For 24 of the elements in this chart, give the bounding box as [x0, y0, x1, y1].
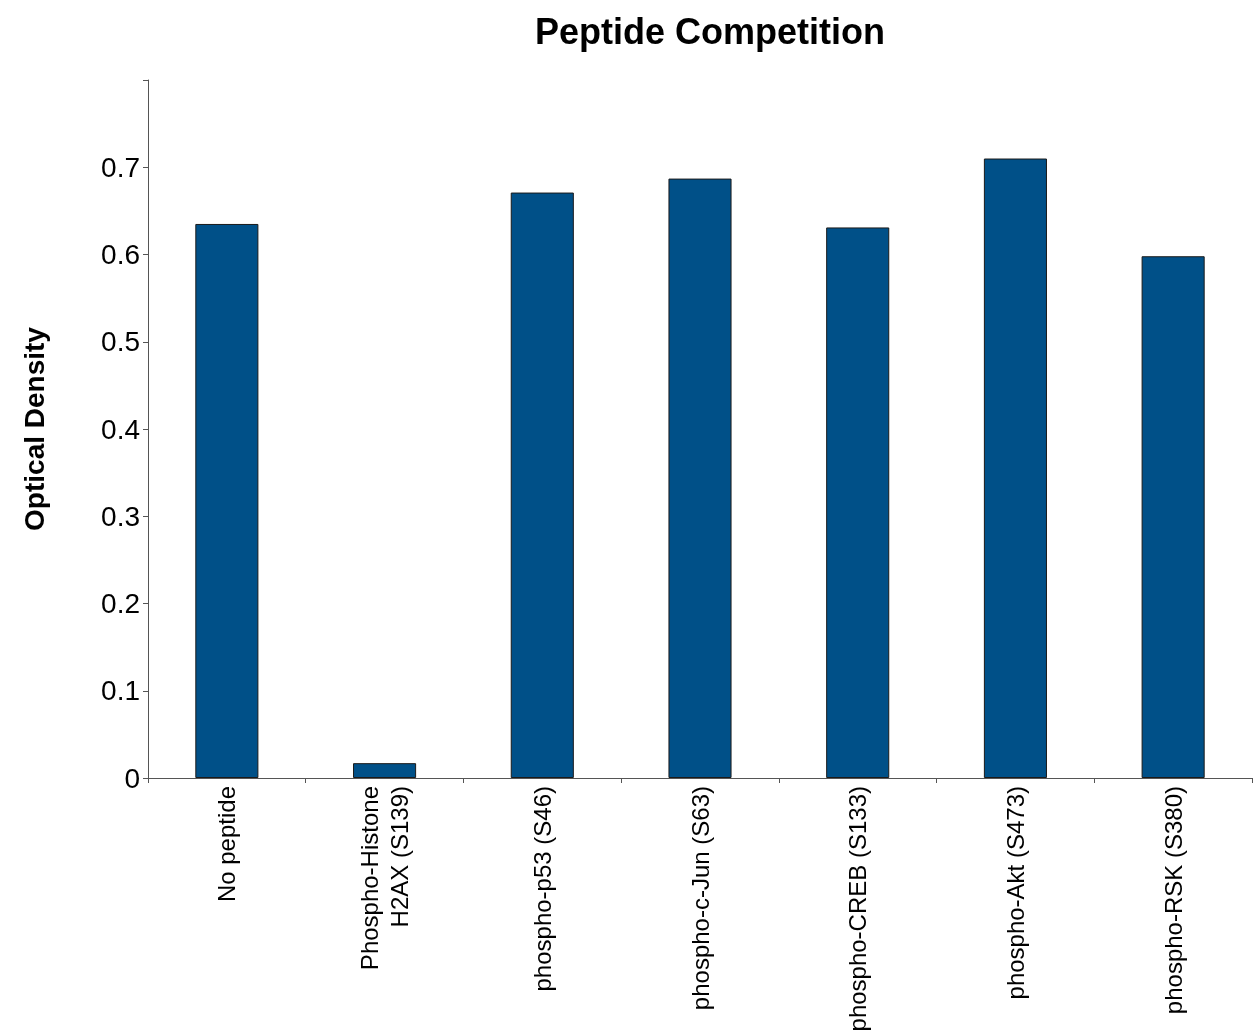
y-tick-label: 0.1 — [101, 675, 140, 707]
y-axis-title: Optical Density — [18, 326, 50, 531]
y-tick-label: 0.3 — [101, 500, 140, 532]
y-tick-label: 0.4 — [101, 413, 140, 445]
bar — [826, 227, 890, 778]
y-tick-label: 0.6 — [101, 239, 140, 270]
x-tick-label: phospho-p53 (S46) — [528, 786, 556, 992]
bar — [1141, 256, 1205, 778]
x-tick-label: No peptide — [213, 786, 241, 903]
chart-title: Peptide Competition — [535, 10, 885, 52]
x-tick-label: Phospho-Histone H2AX (S139) — [356, 786, 414, 971]
bar — [195, 223, 259, 778]
bar — [510, 192, 574, 778]
y-tick-label: 0.2 — [101, 588, 140, 619]
x-tick-label: phospho-RSK (S380) — [1159, 786, 1187, 1015]
y-tick-label: 0.7 — [101, 151, 140, 183]
bar — [983, 158, 1047, 778]
y-tick-label: 0.5 — [101, 326, 140, 358]
bar — [353, 763, 417, 778]
x-tick-label: phospho-Akt (S473) — [1001, 786, 1029, 1000]
y-tick-label: 0 — [124, 762, 140, 794]
bar — [668, 178, 732, 778]
x-tick-label: phospho-c-Jun (S63) — [686, 786, 714, 1011]
x-tick-label: phospho-CREB (S133) — [844, 786, 872, 1032]
